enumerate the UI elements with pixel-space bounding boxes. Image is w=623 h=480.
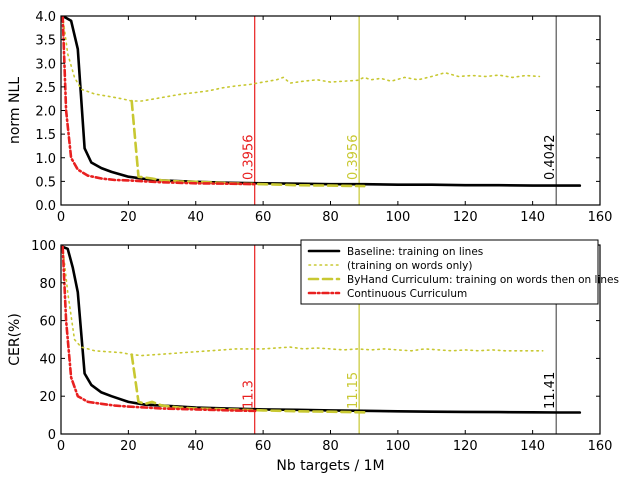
nll-x-tick-label: 40 bbox=[187, 210, 204, 225]
nll-y-tick-label: 2.5 bbox=[35, 81, 56, 96]
legend: Baseline: training on lines (training on … bbox=[300, 239, 619, 305]
nll-y-tick-label: 4.0 bbox=[35, 10, 56, 25]
nll-y-tick-label: 1.0 bbox=[35, 152, 56, 167]
cer-x-tick-label: 80 bbox=[322, 439, 339, 454]
nll-plot-area bbox=[61, 16, 600, 205]
nll-x-tick-label: 0 bbox=[57, 210, 65, 225]
legend-label: (training on words only) bbox=[347, 260, 472, 272]
nll-y-axis-label: norm NLL bbox=[7, 77, 23, 144]
nll-marker-label: 0.3956 bbox=[242, 135, 257, 181]
cer-y-tick-label: 20 bbox=[39, 390, 56, 405]
cer-x-tick-label: 20 bbox=[120, 439, 137, 454]
nll-y-tick-label: 3.5 bbox=[35, 34, 56, 49]
cer-series-group bbox=[61, 245, 582, 414]
nll-x-tick-label: 140 bbox=[520, 210, 545, 225]
cer-marker-label: 11.3 bbox=[242, 380, 257, 409]
nll-y-tick-label: 0.5 bbox=[35, 175, 56, 190]
cer-marker-label: 11.15 bbox=[346, 372, 361, 409]
nll-y-tick-label: 0.0 bbox=[35, 199, 56, 214]
nll-y-tick-label: 2.0 bbox=[35, 105, 56, 120]
cer-y-tick-label: 0 bbox=[48, 428, 56, 443]
cer-x-tick-label: 140 bbox=[520, 439, 545, 454]
nll-x-tick-label: 160 bbox=[588, 210, 613, 225]
cer-x-axis-label: Nb targets / 1M bbox=[276, 458, 384, 474]
nll-series-group bbox=[61, 16, 582, 188]
cer-x-tick-label: 60 bbox=[255, 439, 272, 454]
nll-y-tick-label: 3.0 bbox=[35, 57, 56, 72]
legend-label: ByHand Curriculum: training on words the… bbox=[347, 274, 619, 286]
nll-x-tick-label: 80 bbox=[322, 210, 339, 225]
nll-x-tick-label: 20 bbox=[120, 210, 137, 225]
cer-x-tick-label: 120 bbox=[453, 439, 478, 454]
cer-series-dotted-line bbox=[61, 246, 544, 357]
legend-label: Baseline: training on lines bbox=[347, 246, 483, 258]
cer-y-tick-label: 60 bbox=[39, 315, 56, 330]
cer-x-tick-label: 100 bbox=[385, 439, 410, 454]
cer-x-tick-label: 160 bbox=[588, 439, 613, 454]
cer-x-tick-label: 0 bbox=[57, 439, 65, 454]
nll-series-dashed-line bbox=[130, 99, 366, 188]
nll-x-tick-label: 120 bbox=[453, 210, 478, 225]
cer-y-tick-label: 100 bbox=[31, 239, 56, 254]
cer-marker-label: 11.41 bbox=[543, 372, 558, 409]
cer-series-solid-line bbox=[61, 245, 582, 414]
legend-box bbox=[300, 239, 599, 305]
cer-series-dashdot-line bbox=[61, 245, 258, 413]
nll-x-tick-label: 100 bbox=[385, 210, 410, 225]
nll-series-dashdot-line bbox=[61, 16, 258, 186]
nll-x-tick-label: 60 bbox=[255, 210, 272, 225]
cer-y-axis-label: CER(%) bbox=[7, 313, 23, 366]
nll-marker-label: 0.3956 bbox=[346, 135, 361, 181]
nll-series-dotted-line bbox=[61, 16, 541, 102]
nll-y-tick-label: 1.5 bbox=[35, 128, 56, 143]
nll-marker-label: 0.4042 bbox=[543, 135, 558, 181]
cer-x-tick-label: 40 bbox=[187, 439, 204, 454]
cer-y-tick-label: 80 bbox=[39, 277, 56, 292]
cer-y-tick-label: 40 bbox=[39, 352, 56, 367]
legend-label: Continuous Curriculum bbox=[347, 288, 467, 300]
